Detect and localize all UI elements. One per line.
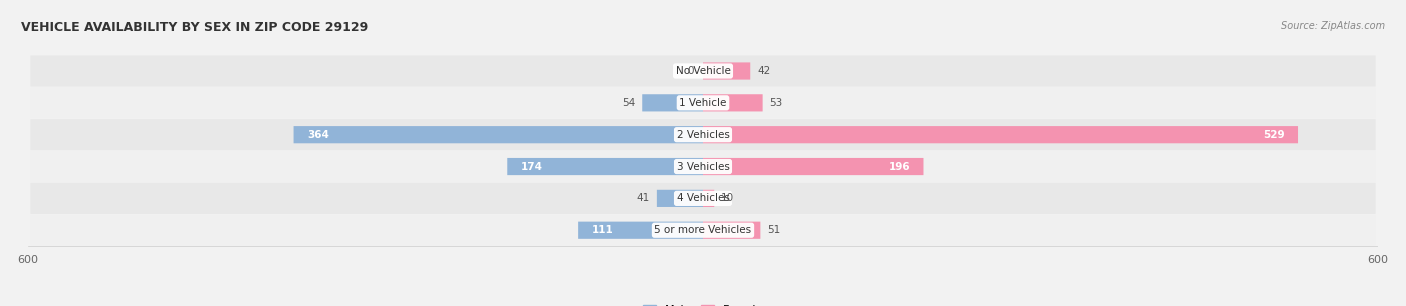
FancyBboxPatch shape [703,62,751,80]
FancyBboxPatch shape [31,183,1375,214]
Text: 196: 196 [889,162,910,172]
FancyBboxPatch shape [703,126,1298,143]
Text: 42: 42 [756,66,770,76]
FancyBboxPatch shape [508,158,703,175]
FancyBboxPatch shape [294,126,703,143]
Text: 51: 51 [768,225,780,235]
FancyBboxPatch shape [643,94,703,111]
Text: 174: 174 [520,162,543,172]
FancyBboxPatch shape [657,190,703,207]
Text: 54: 54 [623,98,636,108]
FancyBboxPatch shape [31,119,1375,150]
Text: No Vehicle: No Vehicle [675,66,731,76]
FancyBboxPatch shape [31,55,1375,87]
FancyBboxPatch shape [31,215,1375,246]
Legend: Male, Female: Male, Female [638,300,768,306]
FancyBboxPatch shape [703,94,762,111]
Text: 3 Vehicles: 3 Vehicles [676,162,730,172]
FancyBboxPatch shape [31,151,1375,182]
Text: VEHICLE AVAILABILITY BY SEX IN ZIP CODE 29129: VEHICLE AVAILABILITY BY SEX IN ZIP CODE … [21,21,368,34]
FancyBboxPatch shape [703,158,924,175]
FancyBboxPatch shape [31,87,1375,118]
Text: Source: ZipAtlas.com: Source: ZipAtlas.com [1281,21,1385,32]
Text: 53: 53 [769,98,783,108]
FancyBboxPatch shape [703,190,714,207]
Text: 364: 364 [307,130,329,140]
Text: 111: 111 [592,225,613,235]
Text: 1 Vehicle: 1 Vehicle [679,98,727,108]
FancyBboxPatch shape [703,222,761,239]
Text: 10: 10 [721,193,734,203]
Text: 41: 41 [637,193,650,203]
Text: 0: 0 [688,66,695,76]
Text: 5 or more Vehicles: 5 or more Vehicles [654,225,752,235]
Text: 4 Vehicles: 4 Vehicles [676,193,730,203]
Text: 529: 529 [1263,130,1285,140]
FancyBboxPatch shape [578,222,703,239]
Text: 2 Vehicles: 2 Vehicles [676,130,730,140]
